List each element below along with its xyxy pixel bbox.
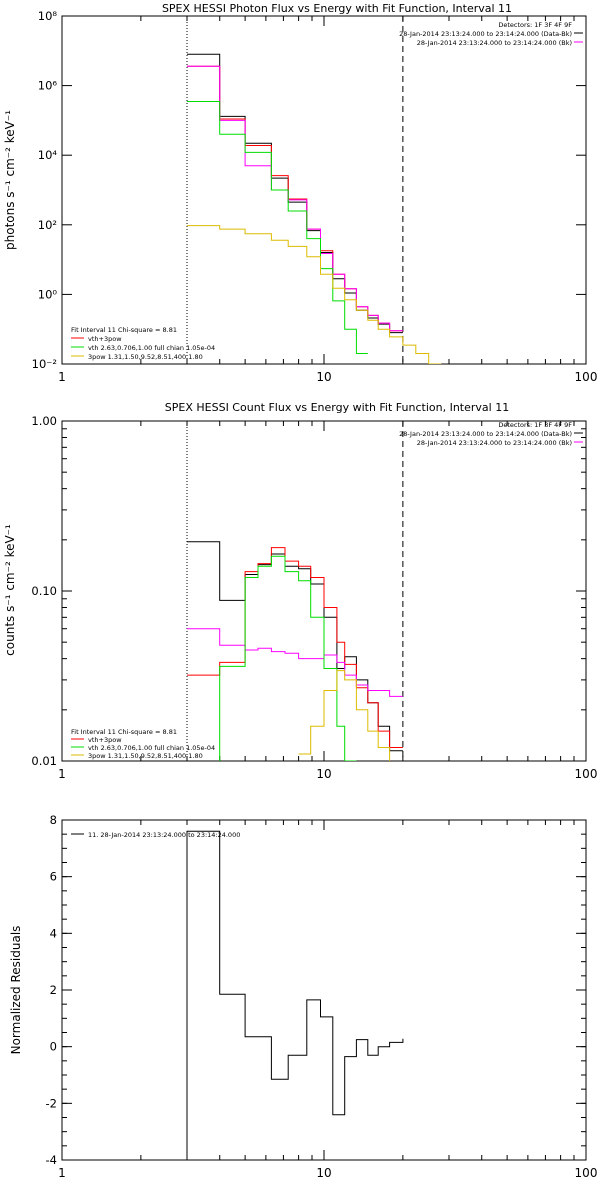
photon-flux-x-tick-label: 100 (575, 370, 598, 384)
photon-flux-series-2 (187, 65, 403, 332)
photon-flux-header-bk: 28-Jan-2014 23:13:24.000 to 23:14:24.000… (417, 39, 572, 47)
count-flux-series-3 (219, 555, 357, 761)
count-flux-legend-vth: vth 2.63,0.706,1.00 full chian 1.05e-04 (88, 744, 215, 752)
photon-flux-y-tick-label: 10⁰ (38, 287, 58, 301)
count-flux-series-2 (187, 628, 403, 697)
residuals-y-tick-label: 2 (50, 983, 57, 997)
residuals-x-tick-label: 1 (58, 1166, 66, 1180)
residuals-y-tick-label: 0 (50, 1040, 57, 1054)
residuals-y-tick-label: 6 (50, 870, 57, 884)
count-flux-header-detectors: Detectors: 1F 3F 4F 9F (498, 421, 572, 429)
residuals-panel: Normalized Residuals 11. 28-Jan-2014 23:… (9, 813, 597, 1180)
photon-flux-series-3 (187, 101, 368, 354)
photon-flux-x-tick-label: 1 (58, 370, 66, 384)
photon-flux-ylabel: photons s⁻¹ cm⁻² keV⁻¹ (3, 110, 17, 250)
photon-flux-panel: SPEX HESSI Photon Flux vs Energy with Fi… (3, 2, 597, 384)
count-flux-x-tick-label: 1 (58, 767, 66, 781)
residuals-x-tick-label: 10 (316, 1166, 331, 1180)
count-flux-legend-total: vth+3pow (88, 736, 122, 744)
count-flux-ylabel: counts s⁻¹ cm⁻² keV⁻¹ (3, 524, 17, 656)
residuals-series-0 (186, 830, 404, 1160)
count-flux-title: SPEX HESSI Count Flux vs Energy with Fit… (165, 401, 509, 414)
photon-flux-series-0 (187, 53, 403, 334)
residuals-legend-interval: 11. 28-Jan-2014 23:13:24.000 to 23:14:24… (88, 831, 240, 839)
photon-flux-axes-frame (61, 15, 587, 365)
photon-flux-header-data-bk: 28-Jan-2014 23:13:24.000 to 23:14:24.000… (399, 30, 572, 38)
residuals-ylabel: Normalized Residuals (9, 926, 23, 1055)
count-flux-y-tick-label: 1.00 (31, 414, 57, 428)
count-flux-x-tick-label: 10 (316, 767, 331, 781)
count-flux-series-4 (298, 670, 391, 761)
photon-flux-title: SPEX HESSI Photon Flux vs Energy with Fi… (162, 2, 512, 15)
photon-flux-legend-vth: vth 2.63,0.706,1.00 full chian 1.05e-04 (88, 344, 215, 352)
photon-flux-legend-fit: Fit Interval 11 Chi-square = 8.81 (71, 326, 177, 334)
photon-flux-header-detectors: Detectors: 1F 3F 4F 9F (498, 21, 572, 29)
photon-flux-legend-total: vth+3pow (88, 335, 122, 343)
residuals-y-tick-label: -2 (46, 1096, 57, 1110)
residuals-y-tick-label: 4 (50, 926, 57, 940)
count-flux-header-bk: 28-Jan-2014 23:13:24.000 to 23:14:24.000… (417, 439, 572, 447)
count-flux-y-tick-label: 0.01 (31, 754, 57, 768)
count-flux-x-tick-label: 100 (575, 767, 598, 781)
count-flux-legend-fit: Fit Interval 11 Chi-square = 8.81 (71, 728, 177, 736)
residuals-y-tick-label: -4 (46, 1153, 57, 1167)
residuals-x-tick-label: 100 (575, 1166, 598, 1180)
photon-flux-x-tick-label: 10 (316, 370, 331, 384)
count-flux-y-tick-label: 0.10 (31, 584, 57, 598)
photon-flux-legend-3pow: 3pow 1.31,1.50,9.52,8.51,400,1.80 (88, 353, 203, 361)
photon-flux-series-4 (187, 225, 442, 364)
count-flux-panel: SPEX HESSI Count Flux vs Energy with Fit… (3, 401, 598, 781)
residuals-axes-frame (61, 819, 587, 1161)
count-flux-series-1 (187, 547, 403, 748)
count-flux-legend-3pow: 3pow 1.31,1.50,9.52,8.51,400,1.80 (88, 752, 203, 760)
photon-flux-y-tick-label: 10⁴ (38, 148, 58, 162)
photon-flux-y-tick-label: 10² (38, 218, 57, 232)
count-flux-header-data-bk: 28-Jan-2014 23:13:24.000 to 23:14:24.000… (399, 430, 572, 438)
photon-flux-y-tick-label: 10⁻² (32, 357, 57, 371)
photon-flux-y-tick-label: 10⁸ (38, 9, 58, 23)
photon-flux-y-tick-label: 10⁶ (38, 79, 58, 93)
residuals-y-tick-label: 8 (50, 813, 57, 827)
